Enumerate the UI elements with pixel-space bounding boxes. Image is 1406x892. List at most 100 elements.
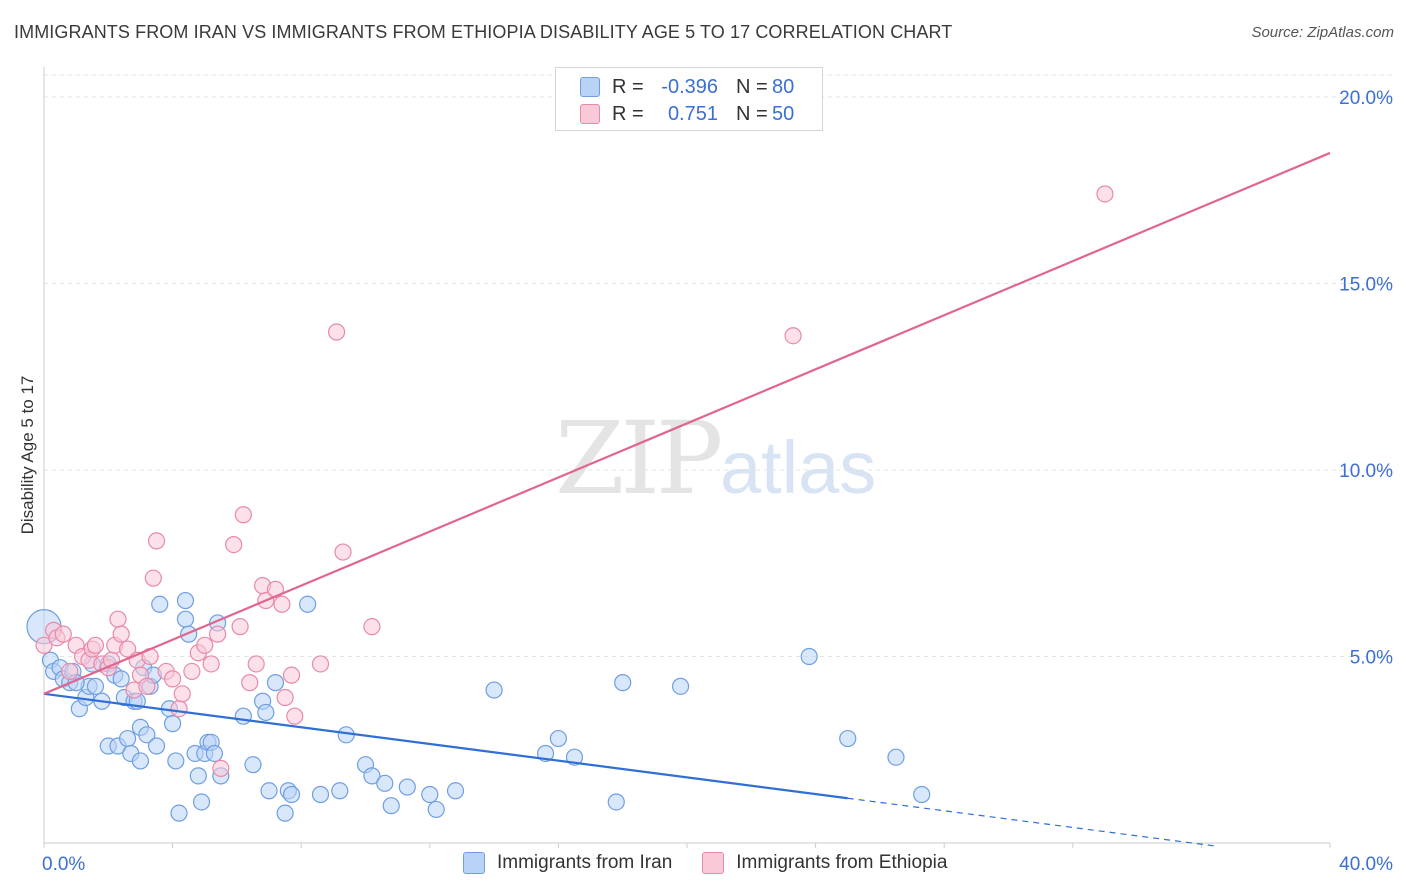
- point-ethiopia: [276, 688, 294, 707]
- point-iran: [427, 800, 445, 819]
- point-iran: [282, 785, 301, 804]
- point-iran: [671, 677, 690, 695]
- point-iran: [311, 785, 330, 804]
- y-tick-label: 20.0%: [1339, 88, 1393, 109]
- watermark-atlas: atlas: [720, 426, 877, 509]
- point-iran: [234, 707, 252, 725]
- point-ethiopia: [209, 625, 227, 643]
- y-tick-label: 15.0%: [1339, 275, 1393, 296]
- point-ethiopia: [363, 618, 381, 636]
- point-iran: [170, 804, 188, 822]
- point-iran: [176, 610, 195, 628]
- point-ethiopia: [196, 636, 214, 654]
- x-tick-label-min: 0.0%: [42, 854, 85, 875]
- point-ethiopia: [241, 674, 259, 692]
- point-ethiopia: [784, 327, 802, 345]
- point-iran: [398, 778, 416, 796]
- point-iran: [549, 729, 568, 748]
- point-ethiopia: [282, 666, 301, 684]
- point-ethiopia: [212, 759, 230, 778]
- bottom-legend-iran: Immigrants from Iran: [463, 852, 672, 874]
- trend-line-ethiopia: [43, 151, 1331, 695]
- bottom-legend-swatch-iran: [463, 852, 485, 874]
- trend-line-iran-extrapolated: [847, 797, 1218, 847]
- point-iran: [260, 782, 278, 800]
- legend-row-iran: R = -0.396 N = 80: [580, 75, 794, 99]
- point-ethiopia: [286, 707, 304, 725]
- legend-row-ethiopia: R = 0.751 N = 50: [580, 102, 794, 126]
- trend-line-iran: [43, 692, 848, 800]
- legend-r-label-ethiopia: R =: [612, 102, 644, 125]
- point-ethiopia: [86, 636, 105, 654]
- point-iran: [607, 793, 625, 811]
- point-ethiopia: [273, 595, 291, 613]
- point-ethiopia: [109, 610, 127, 628]
- point-ethiopia: [225, 535, 243, 554]
- point-iran: [446, 782, 465, 800]
- point-ethiopia: [112, 625, 130, 643]
- series-iran: [26, 591, 931, 822]
- point-iran: [266, 674, 285, 692]
- point-iran: [376, 774, 394, 792]
- legend-n-label-iran: N =: [736, 75, 768, 98]
- legend-n-value-iran: 80: [772, 75, 795, 98]
- y-tick-label: 10.0%: [1339, 461, 1393, 482]
- y-axis-label: Disability Age 5 to 17: [18, 375, 37, 535]
- point-iran: [382, 797, 400, 815]
- point-iran: [112, 670, 130, 688]
- tick-labels: 5.0% 10.0% 15.0% 20.0% 0.0% 40.0%: [42, 88, 1393, 875]
- legend-swatch-ethiopia: [580, 104, 600, 124]
- source-label: Source: ZipAtlas.com: [1251, 24, 1394, 41]
- point-ethiopia: [138, 677, 156, 695]
- point-ethiopia: [173, 685, 191, 703]
- point-iran: [800, 647, 818, 666]
- point-iran: [331, 782, 349, 800]
- point-iran: [118, 729, 137, 748]
- bottom-legend-label-iran: Immigrants from Iran: [497, 852, 673, 873]
- point-iran: [189, 767, 207, 785]
- y-tick-label: 5.0%: [1350, 648, 1393, 669]
- point-iran: [151, 595, 169, 613]
- point-iran: [192, 793, 211, 811]
- point-ethiopia: [234, 506, 252, 524]
- point-ethiopia: [144, 569, 162, 587]
- point-iran: [913, 785, 931, 804]
- point-iran: [614, 674, 632, 692]
- bottom-legend-label-ethiopia: Immigrants from Ethiopia: [736, 852, 948, 873]
- point-iran: [276, 804, 294, 822]
- series-ethiopia: [35, 185, 1114, 778]
- point-ethiopia: [54, 625, 72, 643]
- point-iran: [257, 703, 275, 722]
- point-iran: [176, 591, 195, 610]
- point-ethiopia: [327, 323, 346, 341]
- point-iran: [839, 729, 857, 748]
- grid-lines: [44, 74, 1395, 657]
- point-ethiopia: [183, 662, 201, 681]
- bottom-legend-ethiopia: Immigrants from Ethiopia: [702, 852, 947, 874]
- point-iran: [363, 767, 381, 785]
- legend-swatch-iran: [580, 77, 600, 97]
- point-ethiopia: [1096, 185, 1114, 203]
- point-ethiopia: [164, 670, 182, 688]
- point-iran: [167, 752, 185, 770]
- point-ethiopia: [118, 640, 137, 658]
- point-ethiopia: [311, 655, 330, 673]
- legend-r-value-iran: -0.396: [661, 75, 718, 98]
- point-iran: [131, 752, 150, 770]
- bottom-legend-swatch-ethiopia: [702, 852, 725, 874]
- point-ethiopia: [334, 543, 352, 561]
- point-ethiopia: [61, 662, 79, 681]
- point-iran: [138, 726, 156, 744]
- point-ethiopia: [202, 655, 220, 673]
- legend-n-value-ethiopia: 50: [772, 102, 795, 125]
- point-ethiopia: [247, 655, 265, 673]
- point-iran: [244, 756, 262, 774]
- point-iran: [887, 748, 905, 766]
- legend-r-label-iran: R =: [612, 75, 644, 98]
- point-iran: [299, 595, 317, 613]
- point-iran: [147, 737, 166, 755]
- trend-lines: [43, 151, 1331, 847]
- point-iran: [86, 677, 105, 695]
- correlation-legend: R = -0.396 N = 80 R = 0.751 N = 50: [555, 67, 823, 131]
- point-iran: [485, 681, 503, 699]
